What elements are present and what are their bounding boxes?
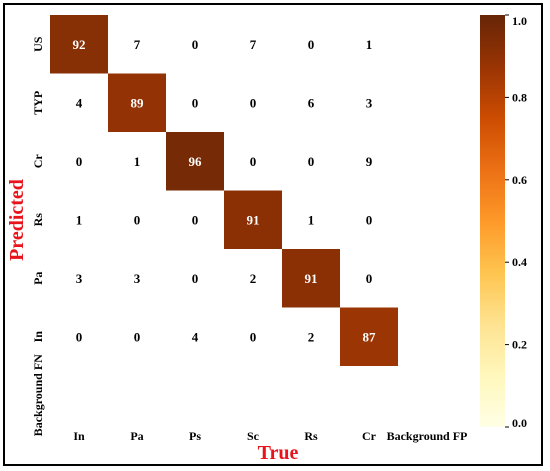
y-tick-labels: US TYP Cr Rs Pa In Background FN — [31, 36, 45, 436]
cell-value-label: 1 — [134, 154, 141, 169]
cell-value-label: 91 — [305, 271, 318, 286]
cell-value-label: 0 — [250, 329, 257, 344]
cell-value-label: 1 — [76, 212, 83, 227]
colorbar-gradient — [480, 15, 505, 427]
y-tick-label: In — [31, 331, 45, 343]
cell-value-label: 4 — [76, 95, 83, 110]
heatmap-cell — [340, 307, 398, 366]
cell-value-label: 0 — [250, 154, 257, 169]
y-tick-label: Cr — [31, 154, 45, 169]
colorbar-tick-label: 1.0 — [512, 14, 527, 28]
x-tick-label: Background FP — [387, 429, 468, 443]
heatmap-cell — [108, 73, 166, 132]
cell-value-label: 3 — [134, 271, 141, 286]
cell-value-label: 0 — [308, 154, 315, 169]
cell-value-label: 7 — [250, 37, 257, 52]
cell-value-label: 6 — [308, 95, 315, 110]
y-tick-label: Pa — [31, 272, 45, 285]
colorbar-tick-label: 0.0 — [512, 416, 527, 430]
x-tick-label: Pa — [130, 429, 143, 443]
cell-value-label: 9 — [366, 154, 373, 169]
cell-value-label: 0 — [308, 37, 315, 52]
cell-value-label: 2 — [250, 271, 257, 286]
y-axis-title: Predicted — [6, 179, 28, 261]
cell-value-label: 0 — [366, 212, 373, 227]
cell-value-label: 0 — [366, 271, 373, 286]
cell-value-label: 2 — [308, 329, 315, 344]
cell-value-label: 0 — [192, 212, 199, 227]
cell-value-label: 0 — [134, 329, 141, 344]
x-tick-labels: In Pa Ps Sc Rs Cr Background FP — [73, 429, 467, 443]
cell-value-label: 0 — [250, 95, 257, 110]
colorbar-tick-label: 0.2 — [512, 338, 527, 352]
colorbar-tick-label: 0.4 — [512, 255, 527, 269]
x-tick-label: Cr — [362, 429, 377, 443]
cell-value-label: 0 — [76, 329, 83, 344]
x-tick-label: Ps — [189, 429, 201, 443]
heatmap-cell — [224, 190, 282, 249]
colorbar: 0.0 0.2 0.4 0.6 0.8 1.0 — [480, 14, 527, 430]
x-tick-label: Rs — [304, 429, 318, 443]
cell-value-label: 0 — [192, 95, 199, 110]
cell-value-label: 91 — [247, 212, 260, 227]
heatmap-cells — [50, 15, 398, 366]
heatmap-cell — [282, 249, 340, 308]
cell-value-label: 0 — [192, 271, 199, 286]
cell-value-label: 1 — [366, 37, 373, 52]
cell-value-label: 7 — [134, 37, 141, 52]
cell-value-label: 3 — [76, 271, 83, 286]
colorbar-tick-label: 0.8 — [512, 90, 527, 104]
heatmap-cell-labels: 92 7 0 7 0 14 89 0 0 6 30 1 96 0 0 91 0 0 91 1 03 3 0 2 91 00 0 4 0 2… — [73, 37, 377, 345]
cell-value-label: 1 — [308, 212, 315, 227]
cell-value-label: 0 — [76, 154, 83, 169]
y-tick-label: US — [31, 36, 45, 52]
cell-value-label: 3 — [366, 95, 373, 110]
colorbar-ticks: 0.0 0.2 0.4 0.6 0.8 1.0 — [505, 14, 527, 430]
cell-value-label: 87 — [363, 329, 377, 344]
cell-value-label: 0 — [192, 37, 199, 52]
x-axis-title: True — [258, 442, 299, 464]
cell-value-label: 0 — [134, 212, 141, 227]
cell-value-label: 89 — [131, 95, 145, 110]
cell-value-label: 92 — [73, 37, 86, 52]
x-tick-label: Sc — [247, 429, 260, 443]
heatmap-cell — [166, 132, 224, 191]
x-tick-label: In — [73, 429, 85, 443]
cell-value-label: 96 — [189, 154, 203, 169]
y-tick-label: TYP — [31, 91, 45, 115]
cell-value-label: 4 — [192, 329, 199, 344]
heatmap-cell — [50, 15, 108, 74]
y-tick-label: Rs — [31, 213, 45, 227]
colorbar-tick-label: 0.6 — [512, 173, 527, 187]
y-tick-label: Background FN — [31, 354, 45, 436]
